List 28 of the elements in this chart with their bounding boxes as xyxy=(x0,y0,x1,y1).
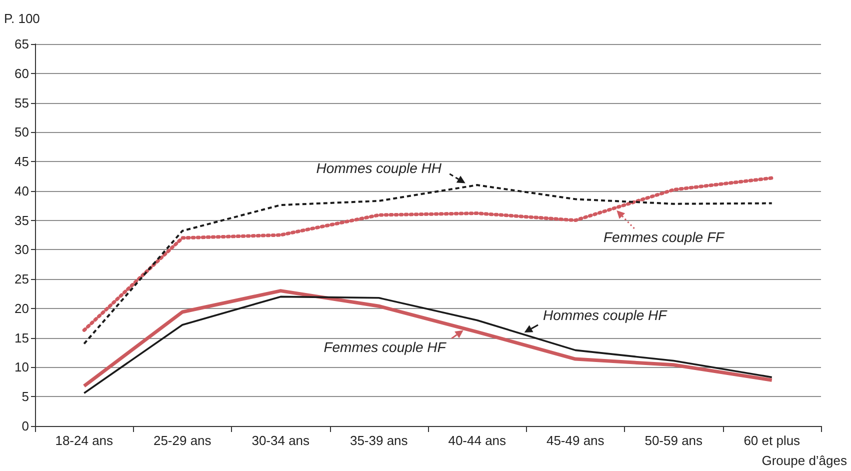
x-tick-label: 60 et plus xyxy=(744,433,801,448)
series-label: Hommes couple HH xyxy=(316,160,442,176)
y-tick-label: 50 xyxy=(14,124,29,140)
x-tick-label: 18-24 ans xyxy=(55,433,114,448)
y-tick-label: 0 xyxy=(22,418,29,434)
x-tick-label: 40-44 ans xyxy=(448,433,507,448)
legend-label: Femmes couple HF xyxy=(324,339,448,356)
y-tick-label: 40 xyxy=(14,183,29,198)
x-tick-label: 45-49 ans xyxy=(546,433,605,448)
y-tick-label: 20 xyxy=(14,300,29,316)
y-tick-label: 15 xyxy=(14,330,29,346)
x-axis-title: Groupe d’âges xyxy=(762,453,848,468)
y-tick-label: 45 xyxy=(14,154,29,170)
series-label: Hommes couple HF xyxy=(543,306,668,323)
x-tick-label: 30-34 ans xyxy=(252,433,310,448)
y-tick-label: 65 xyxy=(14,36,29,52)
x-tick-label: 25-29 ans xyxy=(153,433,212,448)
y-tick-label: 10 xyxy=(14,360,29,375)
y-tick-label: 55 xyxy=(14,95,29,110)
y-tick-label: 5 xyxy=(22,389,29,404)
y-axis-title: P. 100 xyxy=(4,11,40,26)
y-tick-label: 25 xyxy=(14,272,29,287)
y-tick-label: 30 xyxy=(14,242,29,258)
x-tick-label: 35-39 ans xyxy=(350,433,408,448)
y-tick-label: 35 xyxy=(14,212,29,228)
legend-label: Femmes couple FF xyxy=(604,228,726,245)
x-tick-label: 50-59 ans xyxy=(644,433,704,448)
y-tick-label: 60 xyxy=(14,66,29,81)
